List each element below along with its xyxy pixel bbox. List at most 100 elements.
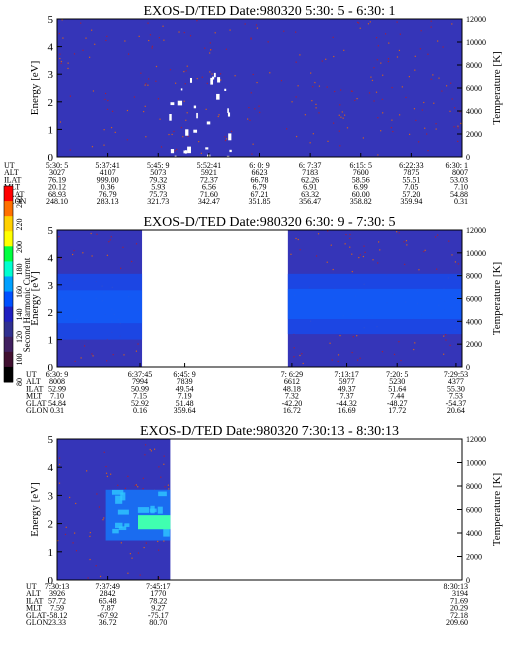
noise-speck [390, 127, 393, 129]
noise-speck [59, 121, 62, 123]
noise-speck [89, 56, 91, 58]
cyan-patch [157, 506, 163, 514]
noise-speck [398, 341, 400, 343]
noise-speck [295, 96, 297, 98]
colorbar-tick-label: 220 [15, 219, 24, 231]
noise-speck [105, 472, 108, 474]
noise-speck [219, 73, 222, 75]
noise-speck [349, 246, 351, 248]
noise-speck [144, 454, 146, 456]
noise-speck [58, 236, 60, 238]
noise-speck [343, 49, 345, 51]
table-row-label: UT [4, 161, 15, 170]
noise-speck [214, 32, 216, 34]
noise-speck [364, 251, 366, 253]
table-cell: 999.00 [97, 175, 119, 184]
white-speck [185, 150, 187, 154]
noise-speck [226, 138, 228, 140]
white-speck [206, 121, 211, 125]
noise-speck [142, 477, 144, 479]
noise-speck [413, 348, 415, 351]
noise-speck [415, 119, 417, 122]
white-speck [228, 133, 232, 141]
table-row-label: GLON [26, 618, 48, 627]
noise-speck [401, 86, 403, 88]
noise-speck [419, 48, 421, 50]
white-speck [217, 77, 221, 83]
white-speck [193, 105, 197, 109]
noise-speck [460, 122, 462, 125]
noise-speck [398, 232, 400, 234]
noise-speck [399, 33, 401, 35]
noise-speck [127, 53, 130, 55]
white-speck [226, 155, 230, 162]
y-tick-label: 1 [48, 124, 54, 136]
noise-speck [396, 56, 399, 58]
cyan-patch [150, 505, 155, 514]
table-cell: 80.70 [149, 618, 167, 627]
noise-speck [74, 532, 76, 534]
y-tick-label: 0 [48, 362, 54, 374]
noise-speck [332, 268, 334, 271]
table-row-label: MLT [26, 392, 42, 401]
noise-speck [58, 463, 61, 465]
noise-speck [143, 110, 145, 113]
noise-speck [92, 355, 94, 357]
noise-speck [423, 250, 425, 253]
noise-speck [315, 107, 317, 109]
noise-speck [105, 465, 107, 468]
table-cell: 55.30 [447, 384, 465, 393]
table-cell: 4107 [100, 168, 116, 177]
noise-speck [255, 24, 258, 26]
y-tick-label: 2 [48, 307, 54, 319]
table-cell: 52.92 [131, 399, 149, 408]
noise-speck [157, 98, 160, 100]
noise-speck [445, 85, 448, 87]
table-cell: 51.64 [388, 384, 406, 393]
noise-speck [358, 22, 360, 24]
noise-speck [399, 114, 401, 116]
noise-speck [392, 130, 394, 133]
noise-speck [373, 67, 375, 69]
table-cell: 7.10 [454, 183, 468, 192]
colorbar-tick-label: 140 [15, 309, 24, 321]
table-cell: 351.85 [249, 197, 271, 206]
noise-speck [258, 105, 260, 107]
panel-title: EXOS-D/TED Date:980320 6:30: 9 - 7:30: 5 [144, 215, 396, 230]
panel-3: EXOS-D/TED Date:980320 7:30:13 - 8:30:13… [26, 424, 503, 627]
table-cell: -42.20 [282, 399, 303, 408]
noise-speck [459, 111, 461, 113]
noise-speck [196, 78, 198, 80]
noise-speck [373, 100, 375, 102]
table-cell: 356.47 [299, 197, 321, 206]
colorbar-tick-label: 180 [15, 264, 24, 276]
noise-speck [457, 127, 459, 129]
noise-speck [185, 119, 187, 121]
noise-speck [209, 49, 212, 51]
noise-speck [120, 542, 122, 544]
y2-tick-label: 6000 [466, 506, 482, 515]
noise-speck [209, 52, 211, 54]
noise-speck [269, 72, 271, 74]
colorbar-segment [4, 216, 13, 232]
y2-tick-label: 6000 [466, 84, 482, 93]
noise-speck [420, 30, 422, 32]
table-cell: 2842 [100, 589, 116, 598]
noise-speck [189, 35, 192, 37]
noise-speck [449, 110, 451, 112]
noise-speck [350, 90, 353, 92]
noise-speck [205, 108, 207, 110]
noise-speck [405, 96, 407, 99]
panel-title: EXOS-D/TED Date:980320 7:30:13 - 8:30:13 [140, 424, 399, 439]
table-cell: 6:37:45 [128, 370, 152, 379]
noise-speck [333, 55, 335, 58]
noise-speck [333, 122, 335, 124]
noise-speck [110, 236, 112, 238]
noise-speck [209, 71, 211, 73]
noise-speck [368, 92, 371, 94]
noise-speck [149, 448, 151, 451]
noise-speck [155, 65, 158, 68]
y-tick-label: 5 [48, 225, 54, 237]
noise-speck [418, 269, 420, 271]
noise-speck [297, 238, 299, 241]
